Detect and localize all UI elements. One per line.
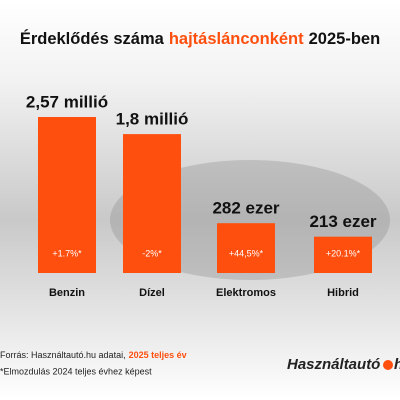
source: Forrás: Használtautó.hu adatai, 2025 telj… [0,350,187,360]
x-tick-label: Hibrid [327,287,359,299]
change-label: +1.7%* [52,248,82,258]
title-highlight: hajtáslánconként [169,30,304,48]
x-tick-label: Dízel [139,287,165,299]
change-label: +20.1%* [326,248,361,258]
value-label: 282 ezer [212,199,279,218]
title-part: Érdeklődés száma [20,29,165,48]
x-tick-label: Elektromos [216,287,276,299]
logo-dot [383,360,393,370]
value-label: 1,8 millió [116,110,189,129]
bar [217,223,275,273]
bar [314,236,372,273]
bar [123,134,181,273]
value-label: 213 ezer [309,212,376,231]
source-highlight: 2025 teljes év [129,350,187,360]
x-tick-label: Benzin [49,287,85,299]
bar [38,117,96,273]
change-label: +44,5%* [229,248,264,258]
footnote: *Elmozdulás 2024 teljes évhez képest [0,366,152,376]
value-label: 2,57 millió [26,92,108,111]
logo: Használtautó [287,356,380,373]
chart-title: Érdeklődés száma hajtáslánconként 2025-ben [20,29,380,48]
change-label: -2%* [142,248,162,258]
title-part: 2025-ben [309,30,381,48]
source-text: Forrás: Használtautó.hu adatai, [0,350,126,360]
logo: hu [394,356,400,373]
